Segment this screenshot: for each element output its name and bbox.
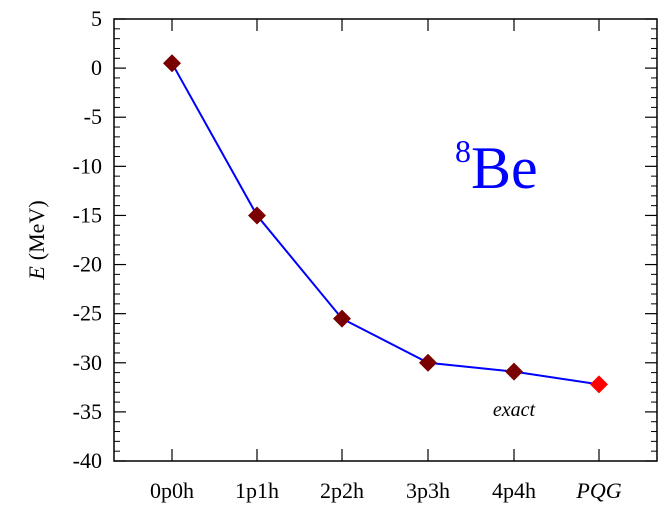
data-point bbox=[419, 353, 437, 372]
series-line bbox=[171, 62, 600, 386]
data-point bbox=[333, 309, 351, 328]
x-tick-label: PQG bbox=[575, 478, 621, 503]
nucleus-label: 8Be bbox=[455, 133, 538, 201]
x-tick-label: 0p0h bbox=[150, 478, 194, 503]
y-tick-label: -15 bbox=[73, 202, 102, 227]
y-axis-title: E(MeV) bbox=[24, 200, 49, 280]
x-tick-label: 1p1h bbox=[235, 478, 279, 503]
y-tick-label: -5 bbox=[84, 104, 102, 129]
y-tick-label: -20 bbox=[73, 252, 102, 277]
data-point bbox=[163, 54, 181, 73]
y-tick-label: 5 bbox=[91, 6, 102, 31]
axis-ticks bbox=[114, 18, 657, 462]
data-point bbox=[248, 206, 266, 225]
y-tick-label: -30 bbox=[73, 350, 102, 375]
x-tick-label: 3p3h bbox=[406, 478, 450, 503]
data-series bbox=[163, 54, 608, 394]
y-tick-label: -25 bbox=[73, 301, 102, 326]
x-tick-labels: 0p0h 1p1h 2p2h 3p3h 4p4h PQG bbox=[150, 478, 622, 503]
y-tick-label: -35 bbox=[73, 399, 102, 424]
data-point bbox=[505, 362, 523, 381]
exact-annotation: exact bbox=[493, 399, 536, 421]
x-tick-label: 4p4h bbox=[492, 478, 536, 503]
plot-area bbox=[113, 18, 658, 462]
y-tick-labels: 5 0 -5 -10 -15 -20 -25 -30 -35 -40 bbox=[73, 6, 102, 473]
y-tick-label: -40 bbox=[73, 448, 102, 473]
data-point-pqg bbox=[590, 375, 608, 394]
y-tick-label: 0 bbox=[91, 55, 102, 80]
x-tick-label: 2p2h bbox=[320, 478, 364, 503]
y-tick-label: -10 bbox=[73, 153, 102, 178]
